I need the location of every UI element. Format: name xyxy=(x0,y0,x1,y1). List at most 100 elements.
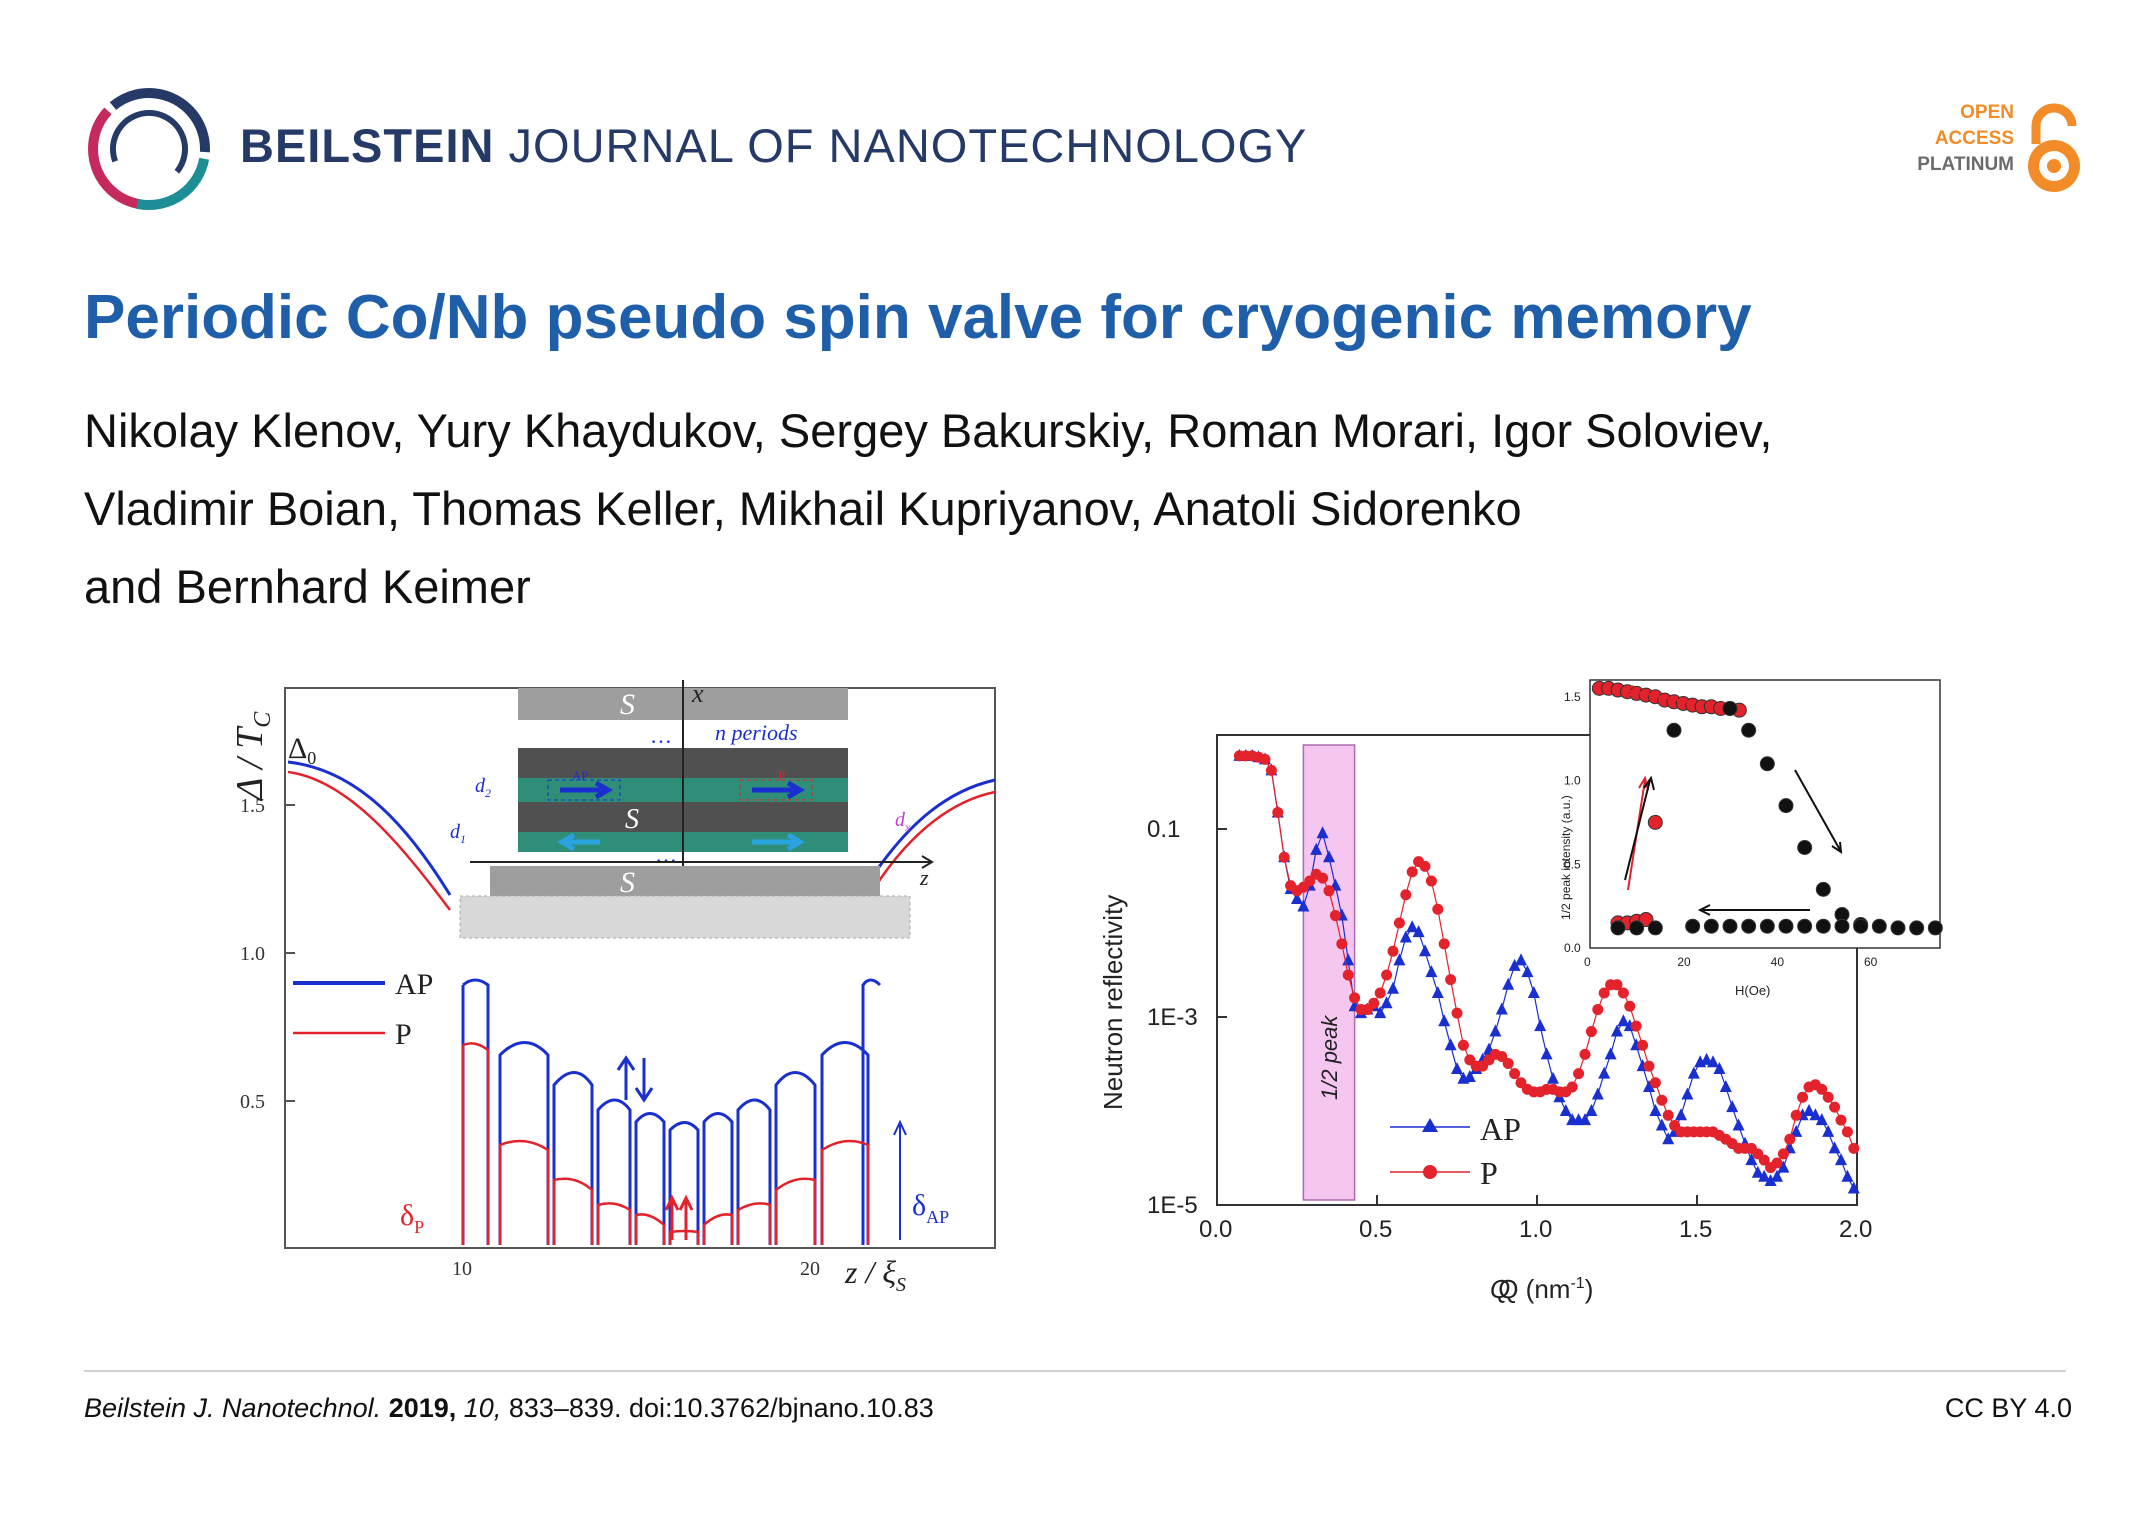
p-point xyxy=(1624,1000,1636,1012)
p-point xyxy=(1425,875,1437,887)
black-inset-point xyxy=(1722,918,1738,934)
left-xtick-10: 10 xyxy=(452,1258,472,1280)
p-point xyxy=(1841,1126,1853,1138)
p-point xyxy=(1771,1157,1783,1169)
svg-text:AP: AP xyxy=(572,768,589,783)
left-ytick-05: 0.5 xyxy=(240,1091,265,1113)
p-point xyxy=(1829,1101,1841,1113)
p-point xyxy=(1509,1068,1521,1080)
p-point xyxy=(1457,1039,1469,1051)
black-inset-point xyxy=(1778,798,1794,814)
ap-point xyxy=(1463,1069,1476,1082)
inset-y-tick: 0.0 xyxy=(1564,941,1581,955)
ap-point xyxy=(1719,1080,1732,1093)
red-inset-point xyxy=(1638,912,1654,928)
inset-axis-x: x xyxy=(691,679,704,708)
inset-x-tick: 0 xyxy=(1584,955,1591,969)
black-inset-point xyxy=(1629,920,1645,936)
inset-x-tick: 20 xyxy=(1677,955,1691,969)
svg-text:P: P xyxy=(778,768,785,783)
delta0-label: Δ0 xyxy=(288,732,316,768)
chart-legend-ap: AP xyxy=(1480,1111,1521,1147)
ap-point xyxy=(1809,1108,1822,1121)
inset-dots-top: … xyxy=(650,723,672,748)
black-inset-point xyxy=(1703,918,1719,934)
ap-point xyxy=(1655,1118,1668,1131)
inset-x-tick: 40 xyxy=(1771,955,1785,969)
oa-open: OPEN xyxy=(1960,102,2014,123)
ap-point xyxy=(1425,965,1438,978)
p-point xyxy=(1496,1051,1508,1063)
article-title: Periodic Co/Nb pseudo spin valve for cry… xyxy=(84,283,1752,352)
p-point xyxy=(1393,917,1405,929)
inset-axis-z: z xyxy=(919,865,929,890)
ap-point xyxy=(1617,1014,1630,1027)
ap-point xyxy=(1380,996,1393,1009)
ap-point xyxy=(1687,1066,1700,1079)
ap-point xyxy=(1585,1104,1598,1116)
p-point xyxy=(1317,872,1329,884)
ap-arrow-bottom-icon xyxy=(557,832,600,852)
inset-d1: d1 xyxy=(450,821,466,846)
substrate xyxy=(459,895,911,939)
p-series xyxy=(1233,750,1860,1174)
p-point xyxy=(1617,987,1629,999)
black-inset-point xyxy=(1871,918,1887,934)
p-point xyxy=(1816,1083,1828,1095)
inset-s-mid: S xyxy=(625,804,639,835)
black-inset-point xyxy=(1666,722,1682,738)
ap-point xyxy=(1527,986,1540,999)
p-point xyxy=(1278,851,1290,863)
citation-year: 2019, xyxy=(388,1393,457,1423)
ap-point xyxy=(1758,1169,1771,1182)
p-point xyxy=(1336,938,1348,950)
p-point xyxy=(1445,974,1457,986)
footer-divider xyxy=(84,1370,2066,1372)
x-tick-label: 0.0 xyxy=(1199,1216,1232,1243)
citation-volume: 10, xyxy=(463,1393,502,1423)
ap-point xyxy=(1579,1113,1591,1126)
inset-y-tick: 1.5 xyxy=(1564,690,1581,704)
ap-point xyxy=(1598,1066,1611,1079)
p-point xyxy=(1349,992,1361,1004)
citation-pages-doi: 833–839. doi:10.3762/bjnano.10.83 xyxy=(508,1393,934,1423)
black-inset-point xyxy=(1797,918,1813,934)
ap-point xyxy=(1751,1165,1764,1178)
ap-point xyxy=(1323,850,1335,863)
p-point xyxy=(1259,753,1271,765)
p-point xyxy=(1342,969,1354,981)
ap-point xyxy=(1815,1113,1828,1126)
oa-platinum: PLATINUM xyxy=(1917,154,2014,175)
journal-name-bold: BEILSTEIN xyxy=(240,119,495,172)
ap-point xyxy=(1297,899,1310,912)
black-inset-point xyxy=(1647,920,1663,936)
p-arrow-bottom-icon xyxy=(752,832,805,852)
ap-point xyxy=(1591,1087,1604,1100)
black-inset-point xyxy=(1797,840,1813,855)
x-tick-label: 1.0 xyxy=(1519,1216,1552,1243)
y-tick-label: 1E-3 xyxy=(1147,1004,1198,1031)
ap-point xyxy=(1745,1153,1758,1166)
p-point xyxy=(1579,1048,1591,1060)
p-point xyxy=(1797,1091,1809,1103)
ap-point xyxy=(1835,1153,1847,1166)
p-point xyxy=(1381,969,1393,981)
p-point xyxy=(1272,806,1284,818)
authors-line-3: and Bernhard Keimer xyxy=(84,560,531,613)
p-point xyxy=(1649,1077,1661,1089)
ap-point xyxy=(1726,1100,1739,1113)
ap-point xyxy=(1732,1118,1745,1131)
ap-point xyxy=(1681,1087,1694,1100)
inset-y-tick: 0.5 xyxy=(1564,857,1581,871)
p-point xyxy=(1598,987,1610,999)
ap-point xyxy=(1841,1169,1854,1182)
left-xlabel: z / ξS xyxy=(844,1254,906,1296)
p-point xyxy=(1784,1133,1796,1145)
ap-point xyxy=(1662,1132,1675,1145)
black-inset-point xyxy=(1853,918,1869,934)
ap-point xyxy=(1438,1014,1451,1027)
p-point xyxy=(1611,979,1623,991)
left-ytick-15: 1.5 xyxy=(240,795,265,817)
p-point xyxy=(1656,1094,1668,1106)
ap-point xyxy=(1399,930,1412,943)
